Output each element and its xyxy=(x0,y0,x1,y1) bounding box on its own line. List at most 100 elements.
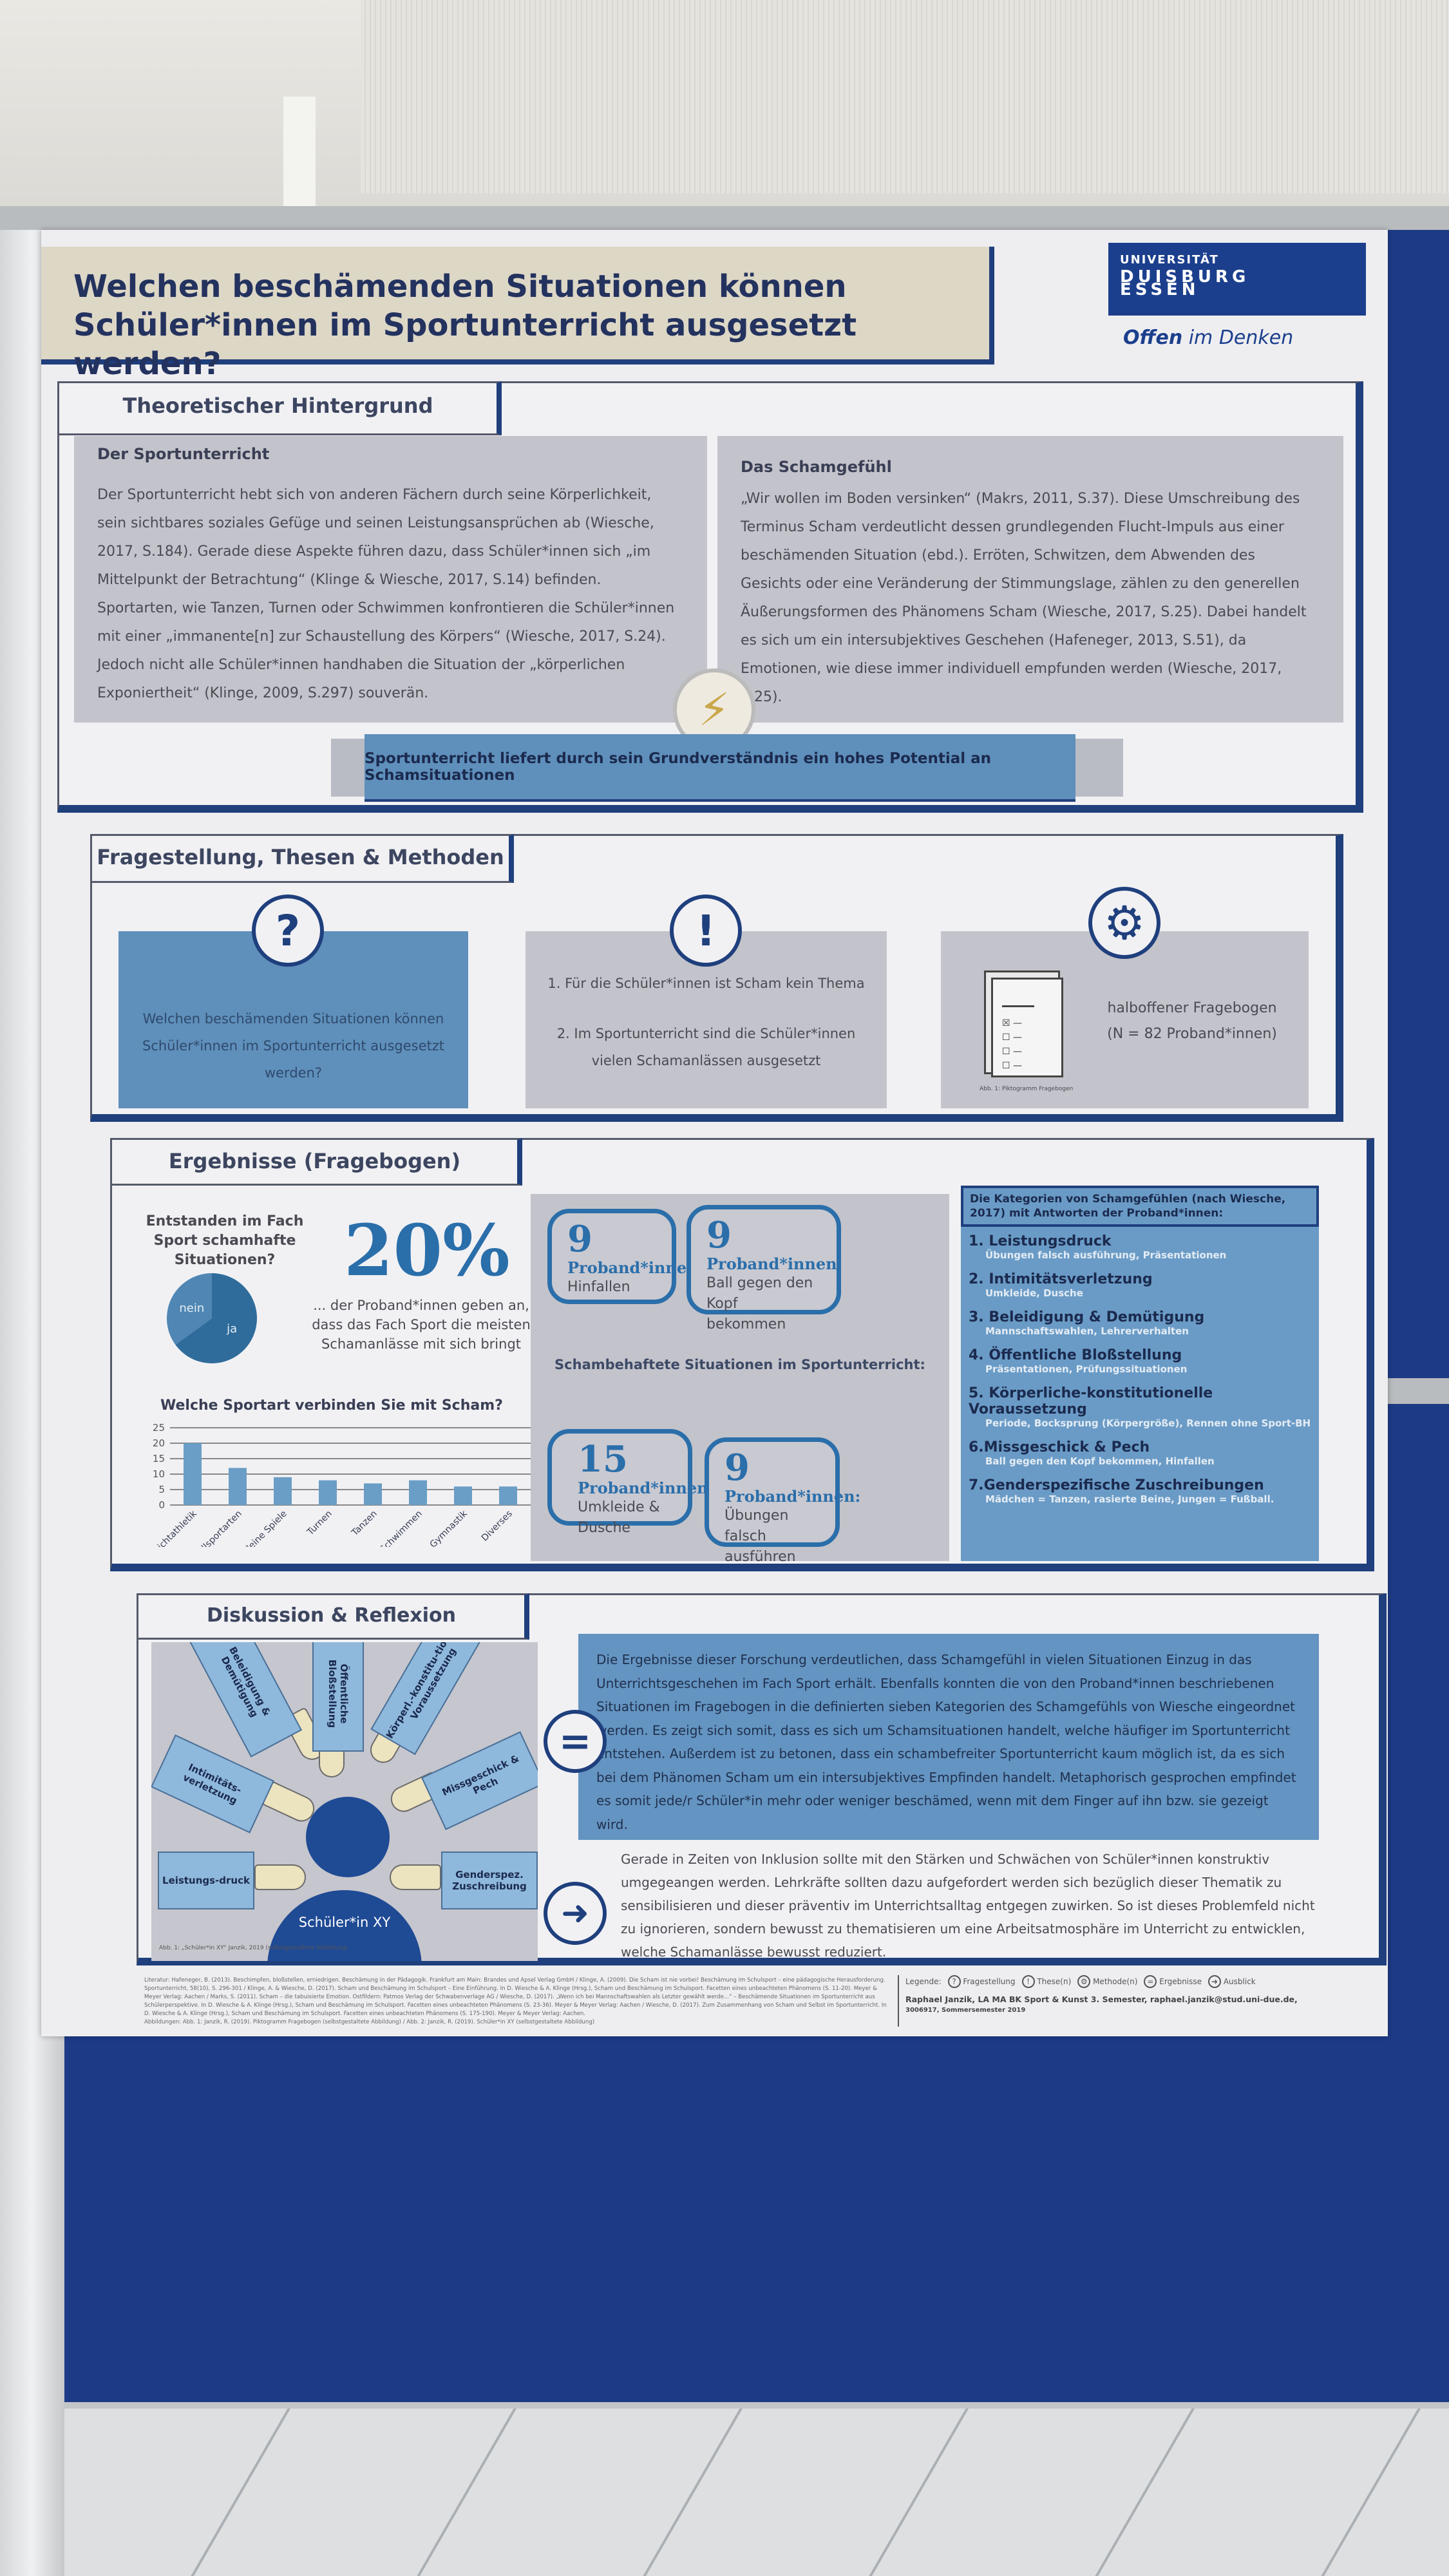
figures-credits: Abbildungen: Abb. 1: Janzik, R. (2019). … xyxy=(144,2019,595,2025)
theory-left-panel: Der Sportunterricht Der Sportunterricht … xyxy=(74,436,707,723)
gear-icon: ⚙ xyxy=(1077,1975,1091,1988)
logo-line: UNIVERSITÄT xyxy=(1120,253,1219,267)
category-item: 2. Intimitätsverletzung Umkleide, Dusche xyxy=(969,1271,1311,1299)
bar-Gymnastik xyxy=(454,1486,472,1505)
university-logo: UNIVERSITÄT DUISBURG ESSEN xyxy=(1108,243,1366,316)
equals-icon: = xyxy=(1144,1975,1157,1988)
hand-sleeve-label: Missgeschick & Pech xyxy=(421,1731,538,1830)
theory-left-heading: Der Sportunterricht xyxy=(97,445,270,463)
pie-label: ja xyxy=(226,1322,237,1336)
bubble-label: Proband*innen: xyxy=(706,1255,843,1273)
y-tick-label: 20 xyxy=(153,1437,165,1449)
y-tick-label: 15 xyxy=(153,1453,165,1464)
theory-banner: Sportunterricht liefert durch sein Grund… xyxy=(365,734,1075,802)
pointing-hand-icon xyxy=(390,1864,441,1890)
bubble-count: 9 xyxy=(706,1214,732,1256)
category-title: 2. Intimitätsverletzung xyxy=(969,1271,1153,1287)
legend-text: Fragestellung xyxy=(963,1977,1016,1986)
categories-panel: Die Kategorien von Schamgefühlen (nach W… xyxy=(961,1186,1319,1561)
legend-item: = Ergebnisse xyxy=(1144,1975,1202,1988)
discussion-tab: Diskussion & Reflexion xyxy=(137,1593,529,1640)
logo-line: ESSEN xyxy=(1120,280,1200,299)
references: Literatur: Hafeneger, B. (2013). Beschim… xyxy=(144,1976,891,2027)
x-tick-label: Gymnastik xyxy=(428,1508,469,1547)
categories-title: Die Kategorien von Schamgefühlen (nach W… xyxy=(961,1186,1319,1227)
bar-chart-title: Welche Sportart verbinden Sie mit Scham? xyxy=(160,1397,503,1414)
figure-caption: Abb. 1: „Schüler*in XY“ Janzik, 2019 (se… xyxy=(159,1945,348,1951)
y-tick-label: 5 xyxy=(158,1484,165,1495)
category-item: 1. Leistungsdruck Übungen falsch ausführu… xyxy=(969,1233,1311,1261)
situation-bubble: 9 Proband*innen: Ball gegen den Kopf bek… xyxy=(687,1205,843,1332)
situation-bubble: 9 Proband*innen: Hinfallen xyxy=(547,1209,704,1304)
legend-item: ! These(n) xyxy=(1021,1975,1071,1988)
theory-right-panel: Das Schamgefühl „Wir wollen im Boden ver… xyxy=(717,436,1343,723)
legend-row: Legende: ? Fragestellung! These(n) ⚙ Meth… xyxy=(905,1975,1374,1988)
arrow-right-icon: ➜ xyxy=(544,1882,607,1945)
floor-tiles xyxy=(64,2409,1449,2576)
bubble-label: Proband*innen: xyxy=(724,1487,861,1506)
category-item: 5. Körperliche-konstitutionelle Vorausse… xyxy=(969,1385,1311,1429)
percent-text: ... der Proband*innen geben an, dass das… xyxy=(312,1298,531,1352)
pie-label: nein xyxy=(179,1302,204,1315)
category-examples: Periode, Bocksprung (Körpergröße), Renne… xyxy=(985,1417,1311,1429)
figure-caption: Abb. 1: Piktogramm Fragebogen xyxy=(980,1086,1074,1092)
hand-sleeve-label: Körperl.-konstitu-tionelle Voraussetzung xyxy=(370,1642,486,1756)
footer-legend: Legende: ? Fragestellung! These(n) ⚙ Meth… xyxy=(898,1975,1374,2027)
hand-sleeve-label: Beleidigung & Demütigung xyxy=(187,1642,303,1757)
y-tick-label: 0 xyxy=(158,1499,165,1511)
bar-Tanzen xyxy=(364,1483,382,1505)
ceiling xyxy=(0,0,1449,206)
equals-icon: = xyxy=(544,1710,607,1773)
theory-left-text: Der Sportunterricht hebt sich von andere… xyxy=(97,487,675,701)
category-title: 4. Öffentliche Bloßstellung xyxy=(969,1347,1182,1363)
hand-sleeve-label: Öffentliche Bloßstellung xyxy=(312,1642,364,1752)
question-icon: ? xyxy=(252,895,324,967)
legend-text: Ergebnisse xyxy=(1159,1977,1202,1986)
bubble-label: Proband*innen: xyxy=(567,1258,704,1277)
person-head xyxy=(306,1797,390,1877)
logo-slogan: Offen im Denken xyxy=(1123,327,1293,349)
categories-list: 1. Leistungsdruck Übungen falsch ausführu… xyxy=(961,1227,1319,1522)
x-tick-label: Leichtathletik xyxy=(148,1508,199,1547)
outlook-text: Gerade in Zeiten von Inklusion sollte mi… xyxy=(621,1852,1315,1960)
pointing-hands-figure: Schüler*in XY Abb. 1: „Schüler*in XY“ Ja… xyxy=(151,1642,538,1961)
category-title: 3. Beleidigung & Demütigung xyxy=(969,1309,1205,1325)
x-tick-label: Kleine Spiele xyxy=(241,1509,289,1547)
bubble-text: Ball gegen den Kopf bekommen xyxy=(706,1275,813,1332)
poster: Welchen beschämenden Situationen können … xyxy=(41,230,1388,2036)
title-box: Welchen beschämenden Situationen können … xyxy=(41,247,994,382)
category-title: 1. Leistungsdruck xyxy=(969,1233,1112,1249)
poster-title: Welchen beschämenden Situationen können … xyxy=(73,269,857,382)
category-examples: Übungen falsch ausführung, Präsentatione… xyxy=(985,1249,1227,1261)
hand-sleeve-label: Leistungs-druck xyxy=(158,1852,254,1909)
gear-icon: ⚙ xyxy=(1088,887,1160,959)
category-examples: Mannschaftswahlen, Lehrerverhalten xyxy=(985,1325,1189,1337)
category-title: 7.Genderspezifische Zuschreibungen xyxy=(969,1477,1264,1493)
exclamation-icon: ! xyxy=(1021,1975,1035,1988)
category-item: 3. Beleidigung & Demütigung Mannschaftswa… xyxy=(969,1309,1311,1337)
theory-tab: Theoretischer Hintergrund xyxy=(57,381,502,435)
x-tick-label: Turnen xyxy=(305,1509,334,1538)
results-discussion-text: Die Ergebnisse dieser Forschung verdeutl… xyxy=(578,1634,1319,1840)
category-examples: Umkleide, Dusche xyxy=(985,1287,1083,1299)
category-examples: Präsentationen, Prüfungssituationen xyxy=(985,1363,1188,1375)
method-text: halboffener Fragebogen (N = 82 Proband*i… xyxy=(1095,996,1289,1047)
bar-Turnen xyxy=(319,1480,337,1505)
category-item: 6.Missgeschick & Pech Ball gegen den Kopf… xyxy=(969,1439,1311,1467)
arrow-right-icon: ➜ xyxy=(1208,1975,1222,1988)
x-tick-label: Schwimmen xyxy=(378,1509,424,1547)
bubble-text: Hinfallen xyxy=(567,1279,630,1295)
slogan-rest: im Denken xyxy=(1182,327,1294,349)
results-tab: Ergebnisse (Fragebogen) xyxy=(110,1138,522,1186)
category-examples: Mädchen = Tanzen, rasierte Beine, Jungen… xyxy=(985,1493,1274,1505)
method-box: ☒ — ☐ — ☐ — ☐ — Abb. 1: Piktogramm Fragebog… xyxy=(941,931,1309,1108)
bar-chart: 0 5 10 15 20 25 LeichtathletikBallsportartenKl… xyxy=(148,1422,531,1547)
category-item: 7.Genderspezifische Zuschreibungen Mädche… xyxy=(969,1477,1311,1505)
bubble-text: Umkleide & Dusche xyxy=(578,1499,660,1536)
bar-Diverses xyxy=(499,1486,517,1505)
references-text: Literatur: Hafeneger, B. (2013). Beschim… xyxy=(144,1977,887,2017)
legend-item: ? Fragestellung xyxy=(947,1975,1016,1988)
y-tick-label: 10 xyxy=(153,1468,165,1480)
theory-right-heading: Das Schamgefühl xyxy=(741,458,892,476)
legend-text: Ausblick xyxy=(1223,1977,1256,1986)
